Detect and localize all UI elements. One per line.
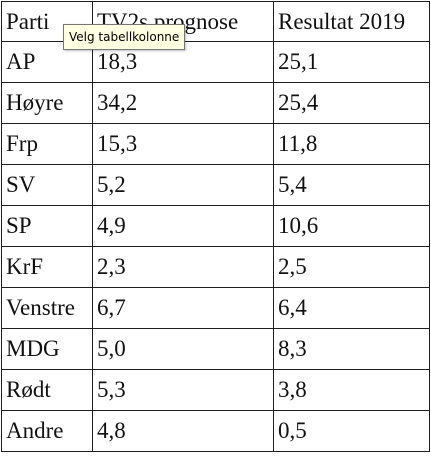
result-cell: 6,4 bbox=[273, 287, 430, 329]
party-cell: Rødt bbox=[1, 369, 93, 411]
party-cell: Andre bbox=[1, 410, 93, 452]
result-cell: 0,5 bbox=[273, 410, 430, 452]
table-row: Rødt 5,3 3,8 bbox=[1, 369, 430, 411]
table-row: Andre 4,8 0,5 bbox=[1, 410, 430, 452]
result-cell: 5,4 bbox=[273, 164, 430, 206]
table-row: Høyre 34,2 25,4 bbox=[1, 82, 430, 124]
prognosis-cell: 4,9 bbox=[92, 205, 274, 247]
prognosis-cell: 4,8 bbox=[92, 410, 274, 452]
table-row: SP 4,9 10,6 bbox=[1, 205, 430, 247]
party-cell: Venstre bbox=[1, 287, 93, 329]
result-cell: 25,4 bbox=[273, 82, 430, 124]
result-cell: 25,1 bbox=[273, 41, 430, 83]
table-row: SV 5,2 5,4 bbox=[1, 164, 430, 206]
result-cell: 2,5 bbox=[273, 246, 430, 288]
result-cell: 10,6 bbox=[273, 205, 430, 247]
table-row: MDG 5,0 8,3 bbox=[1, 328, 430, 370]
prognosis-cell: 2,3 bbox=[92, 246, 274, 288]
prognosis-cell: 5,2 bbox=[92, 164, 274, 206]
prognosis-cell: 34,2 bbox=[92, 82, 274, 124]
column-header-resultat[interactable]: Resultat 2019 bbox=[273, 1, 430, 42]
table-body: AP 18,3 25,1 Høyre 34,2 25,4 Frp 15,3 11,8 SV 5,2 5… bbox=[1, 41, 430, 452]
results-table: Parti TV2s prognose Resultat 2019 AP 18,3… bbox=[1, 1, 430, 452]
prognosis-cell: 6,7 bbox=[92, 287, 274, 329]
table-row: Frp 15,3 11,8 bbox=[1, 123, 430, 165]
table-row: Venstre 6,7 6,4 bbox=[1, 287, 430, 329]
result-cell: 8,3 bbox=[273, 328, 430, 370]
tooltip: Velg tabellkolonne bbox=[63, 24, 186, 50]
table-row: KrF 2,3 2,5 bbox=[1, 246, 430, 288]
party-cell: KrF bbox=[1, 246, 93, 288]
party-cell: Høyre bbox=[1, 82, 93, 124]
party-cell: SP bbox=[1, 205, 93, 247]
result-cell: 3,8 bbox=[273, 369, 430, 411]
party-cell: SV bbox=[1, 164, 93, 206]
prognosis-cell: 15,3 bbox=[92, 123, 274, 165]
result-cell: 11,8 bbox=[273, 123, 430, 165]
party-cell: MDG bbox=[1, 328, 93, 370]
prognosis-cell: 5,3 bbox=[92, 369, 274, 411]
party-cell: Frp bbox=[1, 123, 93, 165]
prognosis-cell: 5,0 bbox=[92, 328, 274, 370]
